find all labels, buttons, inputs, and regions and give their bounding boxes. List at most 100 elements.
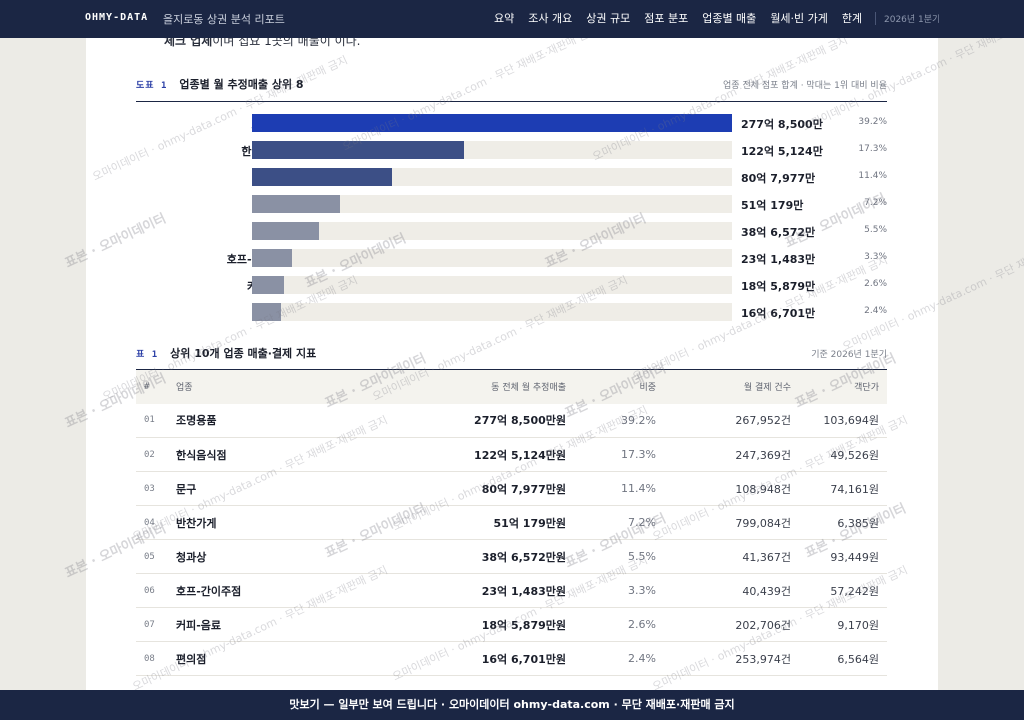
- figure-note: 업종 전체 점포 합계 · 막대는 1위 대비 비율: [723, 81, 887, 91]
- row-payment-count: 253,974건: [656, 641, 791, 676]
- row-monthly-sales: 16억 6,701만원: [356, 641, 566, 676]
- row-monthly-sales: 80억 7,977만원: [356, 471, 566, 506]
- row-monthly-sales: 51억 179만원: [356, 505, 566, 540]
- report-title: 을지로동 상권 분석 리포트: [163, 13, 285, 26]
- row-payment-count: 247,369건: [656, 437, 791, 472]
- table-row: 01 조명용품 277억 8,500만원 39.2% 267,952건 103,694원: [136, 403, 887, 438]
- table-tag: 표 1: [136, 350, 159, 360]
- table-body: 01 조명용품 277억 8,500만원 39.2% 267,952건 103,694원 0…: [136, 403, 887, 676]
- row-monthly-sales: 277억 8,500만원: [356, 403, 566, 438]
- row-industry: 반찬가게: [176, 505, 356, 540]
- bar-value-label: 51억 179만: [741, 199, 804, 212]
- table-row: 05 청과상 38억 6,572만원 5.5% 41,367건 93,449원: [136, 539, 887, 574]
- bar-track: [252, 222, 732, 240]
- row-payment-count: 799,084건: [656, 505, 791, 540]
- row-industry: 한식음식점: [176, 437, 356, 472]
- bar-share-label: 39.2%: [858, 117, 887, 127]
- row-number: 05: [136, 539, 176, 574]
- table-row: 03 문구 80억 7,977만원 11.4% 108,948건 74,161원: [136, 471, 887, 506]
- row-number: 02: [136, 437, 176, 472]
- brand-logo[interactable]: OHMY-DATA: [85, 12, 149, 23]
- nav-item-market-size[interactable]: 상권 규모: [586, 12, 631, 25]
- row-number: 03: [136, 471, 176, 506]
- row-payment-count: 41,367건: [656, 539, 791, 574]
- row-average-spend: 57,242원: [791, 573, 887, 608]
- row-share: 39.2%: [566, 403, 656, 438]
- row-industry: 청과상: [176, 539, 356, 574]
- nav-item-summary[interactable]: 요약: [494, 12, 515, 25]
- header-industry: 업종: [176, 369, 356, 404]
- table-header-row: # 업종 동 전체 월 추정매출 비중 월 결제 건수 객단가: [136, 369, 887, 404]
- row-average-spend: 103,694원: [791, 403, 887, 438]
- bar-value-label: 80억 7,977만: [741, 172, 816, 185]
- bar: [252, 222, 319, 240]
- figure-tag: 도표 1: [136, 81, 168, 91]
- row-payment-count: 267,952건: [656, 403, 791, 438]
- nav-item-store-distribution[interactable]: 점포 분포: [644, 12, 689, 25]
- row-industry: 커피-음료: [176, 607, 356, 642]
- table-row: 08 편의점 16억 6,701만원 2.4% 253,974건 6,564원: [136, 641, 887, 676]
- bar-value-label: 18억 5,879만: [741, 280, 816, 293]
- figure-heading: 도표 1 업종별 월 추정매출 상위 8 업종 전체 점포 합계 · 막대는 1…: [136, 76, 887, 102]
- report-page: 체크 업체이며 집요 1곳의 매물이 이다. 도표 1 업종별 월 추정매출 상…: [86, 38, 938, 690]
- row-share: 2.6%: [566, 607, 656, 642]
- row-industry: 편의점: [176, 641, 356, 676]
- bar-track: [252, 114, 732, 132]
- bar-share-label: 2.4%: [864, 306, 887, 316]
- row-share: 7.2%: [566, 505, 656, 540]
- previous-paragraph-bold: 체크 업체: [164, 38, 213, 48]
- nav-item-limitations[interactable]: 한계: [841, 12, 863, 25]
- section-nav: 요약 조사 개요 상권 규모 점포 분포 업종별 매출 월세·빈 가게 한계: [494, 10, 862, 26]
- row-number: 04: [136, 505, 176, 540]
- bar-value-label: 23억 1,483만: [741, 253, 816, 266]
- bar-value-label: 277억 8,500만: [741, 118, 823, 131]
- bar-share-label: 5.5%: [864, 225, 887, 235]
- row-average-spend: 9,170원: [791, 607, 887, 642]
- row-share: 2.4%: [566, 641, 656, 676]
- header-payment-count: 월 결제 건수: [656, 369, 791, 404]
- industry-metrics-table: # 업종 동 전체 월 추정매출 비중 월 결제 건수 객단가 01 조명용품 27…: [136, 369, 887, 676]
- row-monthly-sales: 18억 5,879만원: [356, 607, 566, 642]
- bar-share-label: 17.3%: [858, 144, 887, 154]
- bar-track: [252, 303, 732, 321]
- row-payment-count: 108,948건: [656, 471, 791, 506]
- nav-item-sales-by-industry[interactable]: 업종별 매출: [702, 12, 757, 25]
- top-navigation-bar: OHMY-DATA 을지로동 상권 분석 리포트 요약 조사 개요 상권 규모 …: [0, 0, 1024, 38]
- row-number: 08: [136, 641, 176, 676]
- bar-share-label: 11.4%: [858, 171, 887, 181]
- table-heading: 표 1 상위 10개 업종 매출·결제 지표 기준 2026년 1분기: [136, 345, 887, 370]
- bar-share-label: 7.2%: [864, 198, 887, 208]
- bar: [252, 168, 392, 186]
- bar: [252, 303, 281, 321]
- bar-value-label: 38억 6,572만: [741, 226, 816, 239]
- row-average-spend: 74,161원: [791, 471, 887, 506]
- bar-track: [252, 168, 732, 186]
- nav-item-overview[interactable]: 조사 개요: [528, 12, 573, 25]
- nav-item-rent-vacancy[interactable]: 월세·빈 가게: [770, 12, 828, 25]
- row-industry: 호프-간이주점: [176, 573, 356, 608]
- bar: [252, 114, 732, 132]
- table-row: 04 반찬가게 51억 179만원 7.2% 799,084건 6,385원: [136, 505, 887, 540]
- row-number: 06: [136, 573, 176, 608]
- previous-paragraph-rest: 이며 집요 1곳의 매물이 이다.: [212, 38, 361, 48]
- table-row: 02 한식음식점 122억 5,124만원 17.3% 247,369건 49,526원: [136, 437, 887, 472]
- row-share: 3.3%: [566, 573, 656, 608]
- figure-title: 업종별 월 추정매출 상위 8: [179, 78, 304, 91]
- bar-share-label: 3.3%: [864, 252, 887, 262]
- header-share: 비중: [566, 369, 656, 404]
- header-num: #: [136, 369, 176, 404]
- row-industry: 조명용품: [176, 403, 356, 438]
- header-monthly-sales: 동 전체 월 추정매출: [356, 369, 566, 404]
- bar-track: [252, 141, 732, 159]
- row-share: 17.3%: [566, 437, 656, 472]
- row-number: 07: [136, 607, 176, 642]
- row-monthly-sales: 122억 5,124만원: [356, 437, 566, 472]
- row-average-spend: 6,564원: [791, 641, 887, 676]
- bar-value-label: 16억 6,701만: [741, 307, 816, 320]
- bar: [252, 195, 341, 213]
